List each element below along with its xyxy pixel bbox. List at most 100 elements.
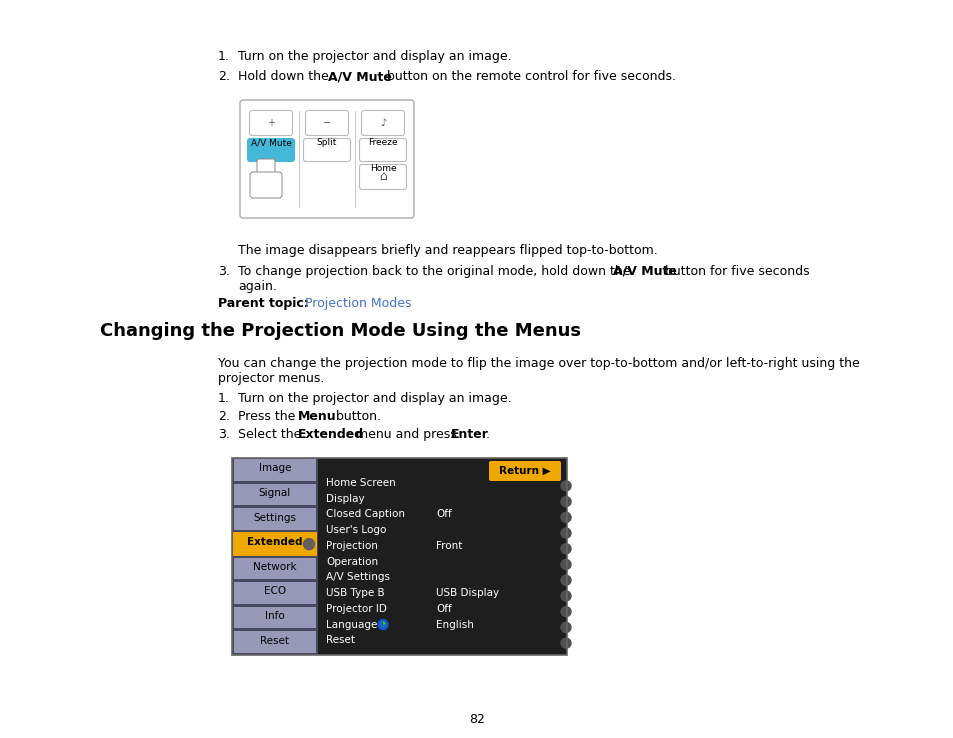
FancyBboxPatch shape (233, 508, 315, 530)
FancyBboxPatch shape (359, 139, 406, 162)
FancyBboxPatch shape (232, 458, 317, 655)
Text: Settings: Settings (253, 513, 296, 523)
Text: Extended: Extended (247, 537, 302, 547)
Text: again.: again. (237, 280, 276, 293)
Text: Split: Split (316, 138, 336, 147)
Circle shape (560, 622, 571, 632)
Text: Off: Off (436, 509, 452, 520)
Text: button on the remote control for five seconds.: button on the remote control for five se… (382, 70, 676, 83)
Text: 1.: 1. (218, 50, 230, 63)
Text: Return ▶: Return ▶ (498, 466, 550, 476)
FancyBboxPatch shape (489, 461, 560, 481)
Text: −: − (323, 118, 331, 128)
Text: A/V Mute: A/V Mute (251, 138, 291, 147)
Text: Hold down the: Hold down the (237, 70, 333, 83)
FancyBboxPatch shape (233, 607, 315, 628)
Circle shape (560, 528, 571, 538)
FancyBboxPatch shape (247, 138, 294, 162)
FancyBboxPatch shape (303, 139, 350, 162)
Text: Network: Network (253, 562, 296, 572)
Text: ▶: ▶ (307, 542, 311, 547)
Text: Projector ID: Projector ID (326, 604, 387, 614)
Circle shape (560, 607, 571, 617)
Text: Freeze: Freeze (368, 138, 397, 147)
Circle shape (303, 539, 314, 550)
FancyBboxPatch shape (240, 100, 414, 218)
Text: Turn on the projector and display an image.: Turn on the projector and display an ima… (237, 50, 511, 63)
Text: USB Type B: USB Type B (326, 588, 384, 598)
Text: Press the: Press the (237, 410, 299, 423)
Text: Enter: Enter (451, 428, 488, 441)
Text: User's Logo: User's Logo (326, 525, 386, 535)
Circle shape (560, 575, 571, 585)
Text: Home: Home (370, 164, 395, 173)
Text: +: + (267, 118, 274, 128)
Circle shape (560, 544, 571, 554)
Text: button for five seconds: button for five seconds (660, 265, 809, 278)
Text: A/V Mute: A/V Mute (328, 70, 392, 83)
Text: Menu: Menu (297, 410, 336, 423)
Text: A/V Mute: A/V Mute (613, 265, 677, 278)
FancyBboxPatch shape (233, 459, 315, 480)
FancyBboxPatch shape (317, 458, 566, 655)
Text: 3.: 3. (218, 428, 230, 441)
FancyBboxPatch shape (250, 111, 293, 136)
Text: 2.: 2. (218, 70, 230, 83)
Text: Operation: Operation (326, 556, 377, 567)
Text: 82: 82 (469, 713, 484, 726)
Text: Language: Language (326, 619, 377, 630)
Text: Off: Off (436, 604, 452, 614)
Text: Select the: Select the (237, 428, 305, 441)
Text: Parent topic:: Parent topic: (218, 297, 309, 310)
Text: Turn on the projector and display an image.: Turn on the projector and display an ima… (237, 392, 511, 405)
Text: menu and press: menu and press (352, 428, 460, 441)
Text: To change projection back to the original mode, hold down the: To change projection back to the origina… (237, 265, 634, 278)
FancyBboxPatch shape (233, 532, 316, 556)
Text: 3.: 3. (218, 265, 230, 278)
Text: Closed Caption: Closed Caption (326, 509, 405, 520)
Text: USB Display: USB Display (436, 588, 498, 598)
Circle shape (560, 559, 571, 570)
FancyBboxPatch shape (233, 582, 315, 604)
Text: 1.: 1. (218, 392, 230, 405)
FancyBboxPatch shape (250, 172, 282, 198)
FancyBboxPatch shape (233, 632, 315, 653)
FancyBboxPatch shape (232, 458, 566, 655)
Text: button.: button. (332, 410, 380, 423)
Circle shape (560, 497, 571, 506)
Text: Display: Display (326, 494, 364, 504)
Circle shape (377, 619, 388, 630)
FancyBboxPatch shape (233, 557, 315, 579)
Text: .: . (485, 428, 490, 441)
Text: Signal: Signal (258, 488, 291, 498)
FancyBboxPatch shape (359, 165, 406, 190)
FancyBboxPatch shape (305, 111, 348, 136)
Text: The image disappears briefly and reappears flipped top-to-bottom.: The image disappears briefly and reappea… (237, 244, 657, 257)
Text: 2.: 2. (218, 410, 230, 423)
Text: English: English (436, 619, 474, 630)
Text: A/V Settings: A/V Settings (326, 573, 390, 582)
Text: Home Screen: Home Screen (326, 478, 395, 488)
Circle shape (560, 481, 571, 491)
FancyBboxPatch shape (256, 159, 274, 179)
Circle shape (560, 638, 571, 648)
Text: Reset: Reset (326, 635, 355, 645)
Text: Changing the Projection Mode Using the Menus: Changing the Projection Mode Using the M… (100, 322, 580, 340)
FancyBboxPatch shape (361, 111, 404, 136)
Text: You can change the projection mode to flip the image over top-to-bottom and/or l: You can change the projection mode to fl… (218, 357, 859, 370)
Text: ◔: ◔ (379, 621, 386, 627)
Circle shape (560, 512, 571, 523)
Text: Reset: Reset (260, 635, 289, 646)
Text: Projection Modes: Projection Modes (305, 297, 411, 310)
Text: Image: Image (258, 463, 291, 473)
Text: Info: Info (265, 611, 285, 621)
Text: ECO: ECO (264, 587, 286, 596)
Text: Extended: Extended (297, 428, 364, 441)
Text: ⌂: ⌂ (378, 170, 387, 184)
Text: ♪: ♪ (379, 118, 386, 128)
Text: Projection: Projection (326, 541, 377, 551)
Text: Front: Front (436, 541, 462, 551)
Circle shape (560, 591, 571, 601)
FancyBboxPatch shape (233, 483, 315, 506)
Text: projector menus.: projector menus. (218, 372, 324, 385)
